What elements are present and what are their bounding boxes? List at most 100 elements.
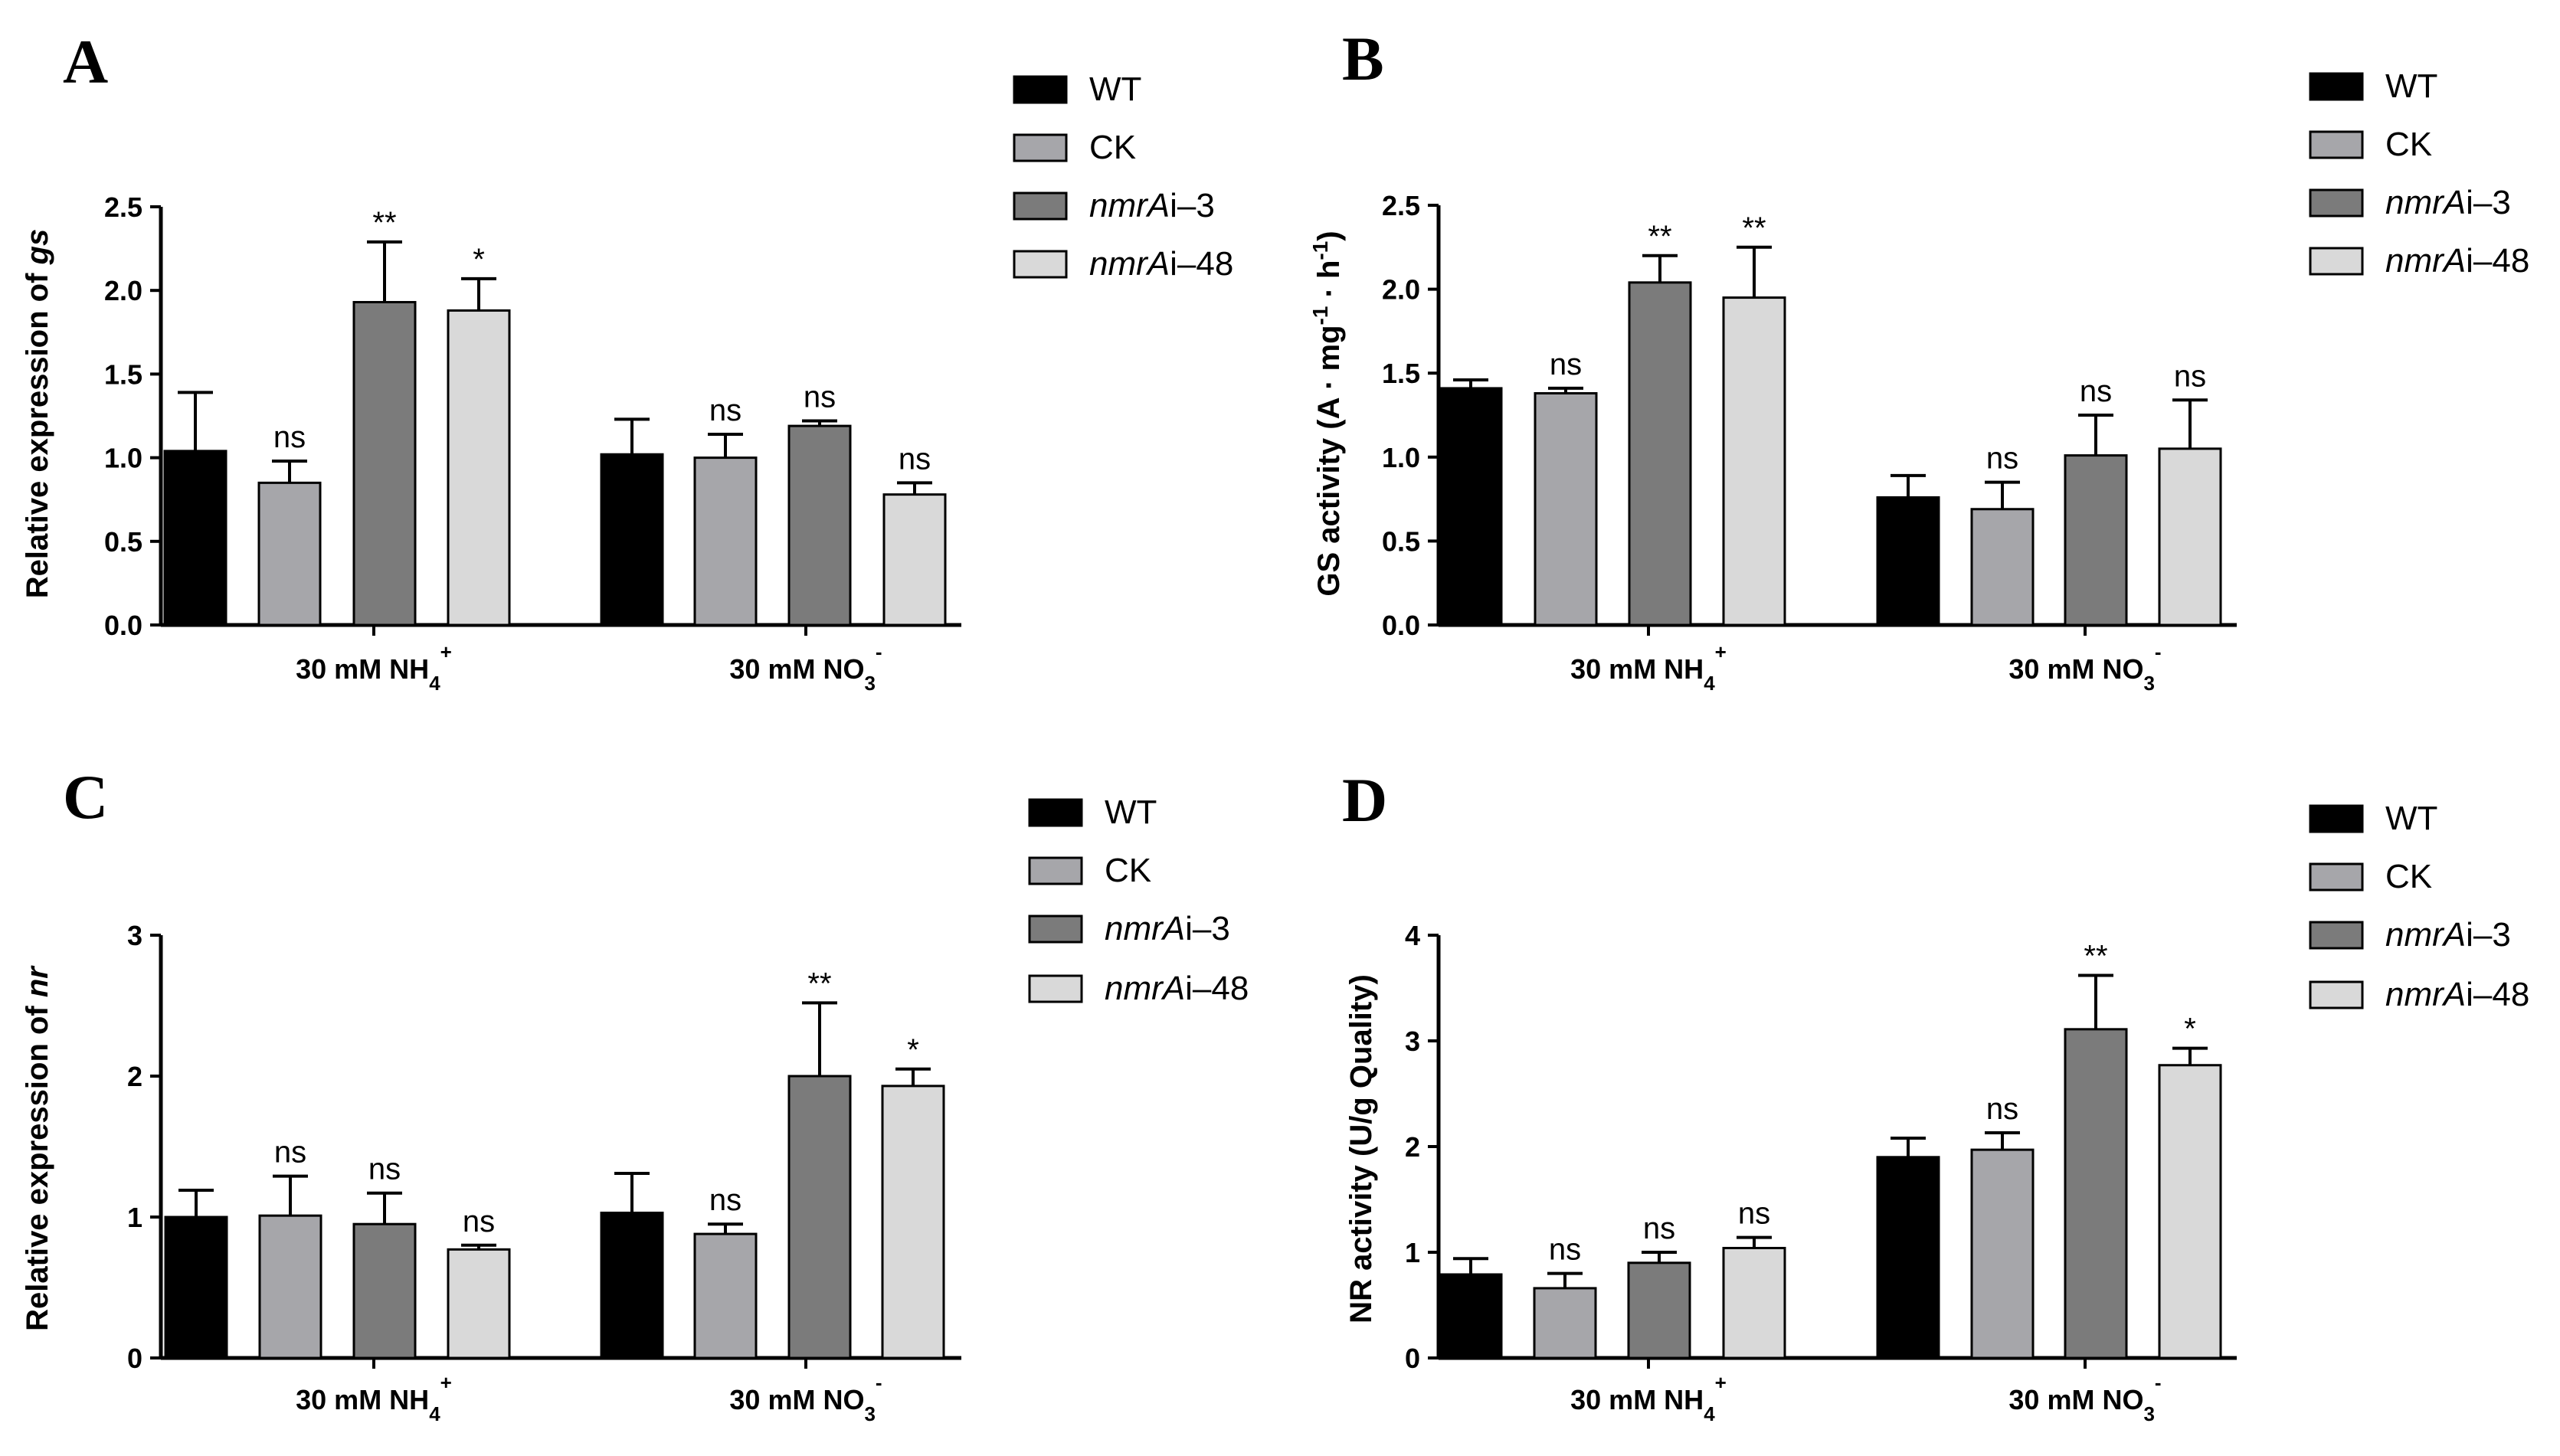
bar-nmrai-3 xyxy=(2064,454,2128,627)
legend-swatch-nmrai-3 xyxy=(1028,914,1083,944)
legend-label: WT xyxy=(2385,800,2437,837)
legend-label-rest: i–3 xyxy=(1170,187,1215,224)
y-axis-title-part: Relative expression of xyxy=(21,997,54,1331)
legend-label-italic: nmrA xyxy=(1105,970,1185,1007)
legend-label: nmrAi–48 xyxy=(1105,970,1249,1007)
x-category-label-base: 30 mM NO xyxy=(729,653,864,685)
panel-letter: A xyxy=(63,27,108,97)
y-tick-label: 0 xyxy=(1405,1343,1420,1374)
legend-label: nmrAi–48 xyxy=(1089,245,1233,283)
significance-label: ns xyxy=(273,420,306,454)
x-category-label-sup: + xyxy=(440,1371,452,1394)
legend-label: nmrAi–48 xyxy=(2385,976,2529,1013)
bar-wt xyxy=(600,1211,664,1359)
legend-swatch-wt xyxy=(1028,798,1083,827)
x-category-label: 30 mM NO3- xyxy=(729,1371,882,1425)
y-tick-label: 1 xyxy=(127,1202,142,1233)
legend-label: nmrAi–3 xyxy=(2385,916,2511,954)
legend-swatch-nmrai-3 xyxy=(1013,191,1068,221)
bar-ck xyxy=(258,1214,322,1359)
panel-d: D 0 1 2 3 4 NR activity (U/g Quality) ns ns ns 30 … xyxy=(1342,765,2529,1425)
legend-label-rest: i–3 xyxy=(1185,910,1230,947)
y-tick-label: 1.5 xyxy=(104,358,142,390)
y-axis-title-part: GS activity (A · mg xyxy=(1312,325,1346,596)
y-tick-label: 2 xyxy=(127,1061,142,1092)
y-tick-label: 3 xyxy=(127,920,142,951)
y-tick-label: 1 xyxy=(1405,1237,1420,1268)
legend-label: WT xyxy=(2385,67,2437,105)
significance-label: ns xyxy=(899,442,931,476)
legend-swatch-wt xyxy=(2309,72,2364,101)
y-axis-title-italic: gs xyxy=(21,229,54,266)
significance-label: ** xyxy=(2084,939,2107,973)
significance-label: ns xyxy=(368,1153,401,1186)
x-category-label-base: 30 mM NO xyxy=(2008,653,2143,685)
significance-label: ns xyxy=(1549,1233,1581,1267)
x-category-label-sub: 4 xyxy=(429,672,440,695)
significance-label: ** xyxy=(807,967,831,1000)
bar-nmrai-48 xyxy=(2158,447,2222,627)
x-category-label-sup: - xyxy=(2155,640,2162,663)
significance-label: ns xyxy=(463,1205,495,1238)
significance-label: ns xyxy=(274,1136,306,1170)
legend-label: CK xyxy=(2385,858,2432,895)
y-tick-label: 0.5 xyxy=(1382,525,1420,557)
legend-swatch-nmrai-3 xyxy=(2309,188,2364,218)
y-tick-label: 2.5 xyxy=(104,191,142,223)
panel-letter: D xyxy=(1342,765,1387,835)
significance-label: ** xyxy=(1742,211,1766,245)
y-tick-label: 2.5 xyxy=(1382,190,1420,221)
bar-wt xyxy=(1439,1273,1503,1359)
y-axis-title: Relative expression of gs xyxy=(21,229,54,598)
significance-label: ns xyxy=(804,381,836,414)
x-category-label: 30 mM NH4+ xyxy=(296,1371,452,1425)
y-axis-title-part: · h xyxy=(1312,260,1346,306)
x-category-label: 30 mM NO3- xyxy=(729,640,882,695)
legend-label-rest: i–48 xyxy=(2466,976,2529,1013)
significance-label: ns xyxy=(709,1183,741,1217)
x-category-label-base: 30 mM NH xyxy=(296,653,429,685)
legend-label-italic: nmrA xyxy=(2385,976,2466,1013)
y-tick-label: 4 xyxy=(1405,920,1420,951)
x-category-label-base: 30 mM NO xyxy=(729,1384,864,1415)
bar-wt xyxy=(600,453,664,627)
x-category-label: 30 mM NH4+ xyxy=(1570,640,1727,695)
bar-ck xyxy=(1534,392,1598,627)
panel-a: A 0.0 0.5 1.0 1.5 2.0 2.5 Relative expression o… xyxy=(21,27,1233,695)
bar-nmrai-48 xyxy=(882,493,947,627)
significance-label: ns xyxy=(2080,375,2112,408)
legend-label: CK xyxy=(1105,852,1151,889)
y-tick-label: 2 xyxy=(1405,1131,1420,1163)
legend-swatch-nmrai-3 xyxy=(2309,921,2364,950)
bar-nmrai-48 xyxy=(447,1248,511,1359)
bar-nmrai-48 xyxy=(881,1085,945,1359)
y-tick-label: 1.0 xyxy=(104,443,142,474)
legend-label-rest: i–3 xyxy=(2466,916,2511,954)
y-tick-label: 1.0 xyxy=(1382,442,1420,473)
x-category-label: 30 mM NO3- xyxy=(2008,640,2161,695)
y-tick-label: 0 xyxy=(127,1343,142,1374)
x-category-label-sup: + xyxy=(1715,640,1727,663)
bar-nmrai-48 xyxy=(1722,296,1786,627)
legend-swatch-nmrai-48 xyxy=(1013,250,1068,279)
y-tick-label: 2.0 xyxy=(104,275,142,306)
significance-label: * xyxy=(907,1033,919,1067)
legend-label: nmrAi–3 xyxy=(1105,910,1230,947)
significance-label: ** xyxy=(372,206,396,240)
y-axis-title-part: Relative expression of xyxy=(21,264,54,598)
y-tick-label: 0.0 xyxy=(104,610,142,641)
bar-nmrai-48 xyxy=(447,309,511,627)
legend-label: nmrAi–48 xyxy=(2385,242,2529,280)
x-category-label-sup: - xyxy=(876,1371,882,1394)
legend-label: CK xyxy=(2385,126,2432,163)
significance-label: ns xyxy=(2174,359,2206,393)
x-category-label: 30 mM NO3- xyxy=(2008,1371,2161,1425)
panel-c: C 0 1 2 3 Relative expression of nr ns ns ns 30 m… xyxy=(21,762,1249,1425)
x-category-label-base: 30 mM NH xyxy=(1570,653,1704,685)
y-tick-label: 3 xyxy=(1405,1026,1420,1057)
x-category-label-sup: - xyxy=(876,640,882,663)
significance-label: ns xyxy=(1643,1212,1675,1245)
significance-label: ns xyxy=(1550,348,1582,381)
panel-letter: C xyxy=(63,762,108,832)
